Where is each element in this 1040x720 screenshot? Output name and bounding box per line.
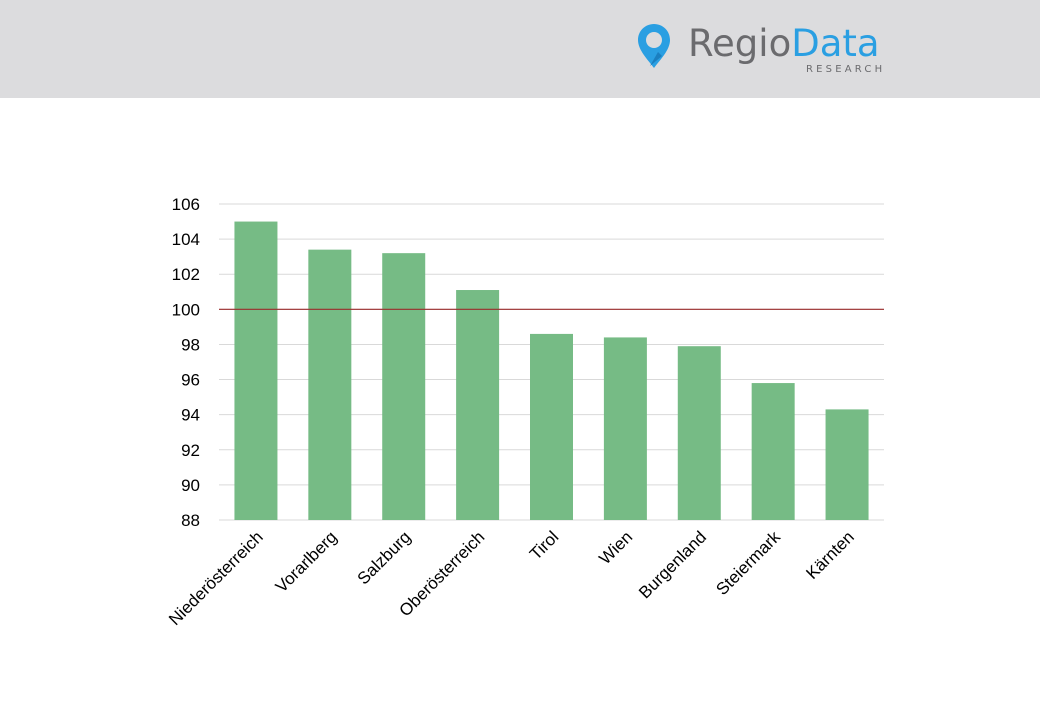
logo-wordmark: RegioData [688, 24, 880, 64]
x-tick-label: Burgenland [635, 527, 710, 602]
y-tick-label: 100 [172, 300, 200, 319]
y-tick-label: 92 [181, 441, 200, 460]
location-pin-icon [638, 24, 670, 68]
logo-word-data: Data [791, 22, 880, 65]
x-tick-label: Wien [595, 527, 636, 568]
bar [382, 253, 426, 520]
x-tick-label: Tirol [526, 527, 562, 563]
header-band [0, 0, 1040, 98]
x-tick-label: Steiermark [712, 527, 784, 599]
x-tick-label: Kärnten [802, 527, 858, 583]
y-tick-label: 96 [181, 371, 200, 390]
y-tick-label: 88 [181, 511, 200, 530]
bars [234, 221, 869, 521]
bar [308, 249, 352, 520]
y-tick-label: 90 [181, 476, 200, 495]
x-tick-label: Salzburg [354, 527, 415, 588]
bar [603, 337, 647, 520]
bar [677, 346, 721, 520]
y-tick-label: 102 [172, 265, 200, 284]
x-tick-label: Vorarlberg [272, 527, 341, 596]
logo-word-regio: Regio [688, 22, 792, 65]
bar [234, 221, 278, 521]
bar [825, 409, 869, 520]
logo-subtitle: RESEARCH [806, 64, 886, 75]
y-tick-label: 94 [181, 406, 200, 425]
regiodata-logo: RegioData RESEARCH [636, 20, 906, 80]
y-tick-label: 98 [181, 335, 200, 354]
x-axis-tick-labels: Niederösterreich Vorarlberg SalzburgOberös… [165, 527, 858, 629]
y-tick-label: 106 [172, 195, 200, 214]
x-tick-label: Niederösterreich [165, 527, 267, 629]
y-axis-tick-labels: 88 90 92 94 96 98 100 102 104 106 [172, 195, 200, 530]
bar [456, 290, 500, 520]
bar [751, 383, 795, 520]
bar [530, 333, 573, 520]
y-tick-label: 104 [172, 230, 200, 249]
